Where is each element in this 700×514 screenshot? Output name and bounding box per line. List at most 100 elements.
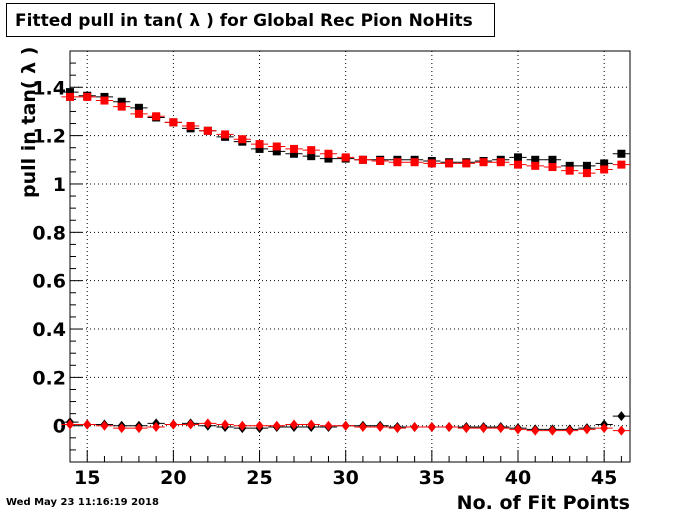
data-point [445,421,454,432]
data-point [358,421,367,432]
data-point [600,159,609,168]
data-point [134,423,143,434]
data-point [152,112,161,121]
x-tick-label: 30 [332,467,358,489]
y-tick-label: 1.2 [32,126,66,148]
data-point [565,166,574,175]
data-point [169,419,178,430]
data-point [152,421,161,432]
data-point [324,420,333,431]
data-point [600,165,609,174]
data-point [290,144,298,153]
data-point [255,420,264,431]
data-point [221,130,230,139]
data-point [410,158,419,167]
data-point [565,425,574,436]
data-point [600,423,609,434]
data-point [169,118,178,127]
data-point [255,144,264,153]
data-point [376,421,385,432]
data-point [582,424,591,435]
y-tick-label: 1 [53,174,66,196]
data-point [479,158,488,167]
data-point [531,161,540,170]
data-point [255,140,264,149]
data-point [514,160,522,169]
data-point [66,419,74,430]
data-point [324,149,333,158]
data-point [272,420,281,431]
data-point [358,155,367,164]
data-point [66,88,74,97]
data-point [427,159,436,168]
data-point [531,155,540,164]
data-point [427,421,436,432]
axis-ticks: 15 20 25 30 35 40 45 0 0.2 0.4 0.6 0.8 1 1.2 1.4 [32,50,622,489]
data-point [376,157,385,166]
data-point [617,149,626,158]
data-point [617,411,626,422]
data-point [238,420,247,431]
data-point [83,419,92,430]
data-point [100,420,109,431]
data-point [272,142,281,151]
data-point [496,423,505,434]
data-point [514,153,522,162]
data-point [582,169,591,178]
x-tick-label: 35 [419,467,445,489]
data-point [186,121,195,130]
data-point [117,97,126,106]
data-point [531,425,540,436]
data-point [496,158,505,167]
data-point [117,423,126,434]
y-tick-label: 0.6 [32,271,66,293]
data-point [548,425,557,436]
data-point [203,418,212,429]
data-point [548,163,557,172]
data-point [582,161,591,170]
y-tick-label: 0.2 [32,367,66,389]
data-point [445,159,454,168]
x-tick-label: 40 [505,467,531,489]
data-point [238,135,247,144]
data-point [83,92,92,101]
data-point [100,96,109,105]
data-point [134,109,143,118]
x-tick-label: 45 [591,467,617,489]
data-point [462,423,471,434]
data-point [410,421,419,432]
data-point [66,92,74,101]
y-tick-label: 1.4 [32,77,66,99]
data-point [307,152,316,161]
data-point [565,161,574,170]
data-point [393,423,402,434]
data-point [341,153,350,162]
x-tick-label: 20 [160,467,186,489]
data-point [393,158,402,167]
x-tick-label: 15 [74,467,100,489]
data-point [186,419,195,430]
timestamp: Wed May 23 11:16:19 2018 [6,497,159,508]
x-axis-title: No. of Fit Points [457,492,630,514]
data-point [221,419,230,430]
data-point [290,419,298,430]
data-point [290,149,298,158]
data-point [324,154,333,163]
data-point [617,425,626,436]
y-tick-label: 0 [53,416,66,438]
chart-title: Fitted pull in tan( λ ) for Global Rec P… [6,3,495,37]
data-point [117,102,126,111]
data-points [61,88,630,436]
x-tick-label: 25 [246,467,272,489]
data-point [514,424,522,435]
data-point [134,103,143,112]
data-point [548,155,557,164]
y-axis-title: pull in tan( λ ) [18,47,40,198]
data-point [307,419,316,430]
data-point [617,160,626,169]
data-point [203,126,212,135]
data-point [272,147,281,156]
y-tick-label: 0.8 [32,222,66,244]
y-tick-label: 0.4 [32,319,66,341]
